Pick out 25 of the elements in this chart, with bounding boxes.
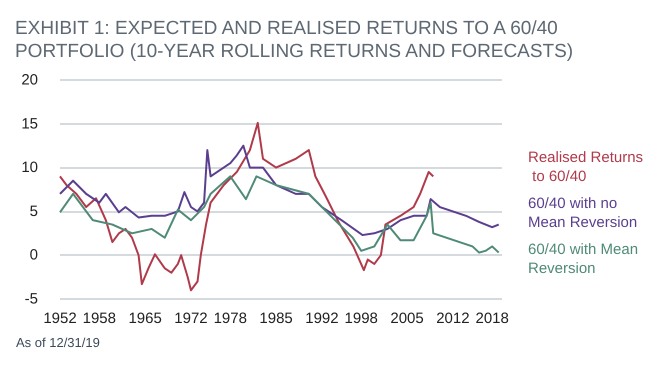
y-tick-label: 10 bbox=[21, 159, 38, 176]
x-tick-label: 1998 bbox=[344, 310, 378, 327]
x-tick-label: 2012 bbox=[436, 310, 470, 327]
line-series bbox=[59, 122, 434, 292]
x-tick-label: 1992 bbox=[305, 310, 339, 327]
text: Realised Returns to 60/40 bbox=[528, 149, 644, 185]
series-label: 60/40 with Mean Reversion bbox=[528, 241, 642, 277]
x-tick-label: 1965 bbox=[128, 310, 162, 327]
chart-title: EXHIBIT 1: EXPECTED AND REALISED RETURNS TO A 60/40 PORTFOLIO (10-YEAR ROLLING RETURNS AND FORECASTS) bbox=[15, 18, 574, 62]
line-series bbox=[59, 144, 500, 236]
y-tick-label: -5 bbox=[24, 290, 38, 308]
y-tick-label: 0 bbox=[30, 246, 38, 264]
x-tick-label: 1978 bbox=[214, 310, 247, 327]
series-label: 60/40 with no Mean Reversion bbox=[528, 195, 638, 231]
x-tick-label: 1972 bbox=[174, 310, 208, 327]
y-tick-label: 15 bbox=[21, 115, 38, 132]
y-tick-label: 5 bbox=[30, 202, 38, 220]
x-tick-label: 1952 bbox=[43, 310, 77, 327]
text: As of 12/31/19 bbox=[16, 335, 100, 350]
line-series bbox=[59, 175, 500, 254]
x-tick-label: 1958 bbox=[82, 310, 116, 327]
x-tick-label: 1985 bbox=[259, 310, 293, 327]
y-tick-label: 20 bbox=[21, 72, 38, 88]
x-tick-label: 2018 bbox=[475, 310, 509, 327]
x-tick-label: 2005 bbox=[390, 310, 424, 327]
